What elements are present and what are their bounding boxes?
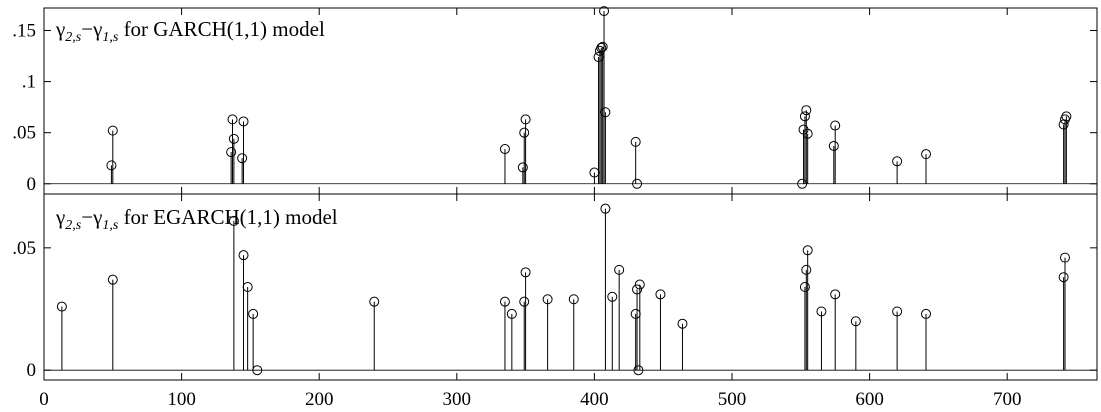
stem-marker	[677, 318, 688, 329]
stem-marker	[499, 144, 510, 155]
stem-marker	[1058, 272, 1069, 283]
y-tick-label: .05	[12, 238, 36, 259]
stem-marker	[816, 306, 827, 317]
stem-marker	[519, 127, 530, 138]
x-tick-label: 0	[39, 389, 49, 410]
stem-marker	[520, 267, 531, 278]
y-tick-label: 0	[27, 174, 37, 195]
stem-marker	[506, 308, 517, 319]
stem-marker	[799, 282, 810, 292]
stem-marker	[519, 296, 530, 307]
x-tick-label: 500	[718, 389, 747, 410]
stem-marker	[106, 160, 117, 171]
y-tick-label: 0	[27, 360, 37, 381]
stem-marker	[517, 162, 528, 173]
x-tick-label: 200	[305, 389, 334, 410]
stem-marker	[599, 6, 610, 17]
stem-marker	[630, 136, 641, 147]
stem-marker	[499, 296, 510, 307]
x-tick-label: 600	[855, 389, 884, 410]
x-tick-label: 300	[443, 389, 472, 410]
garch-panel-title: γ2,s−γ1,s for GARCH(1,1) model	[55, 17, 325, 45]
stem-marker	[655, 289, 666, 300]
x-tick-label: 700	[993, 389, 1022, 410]
stem-marker	[801, 105, 812, 116]
stem-marker	[802, 128, 813, 139]
garch-panel: 0 .05 .1 .15 γ2,s−γ1,s for GARCH(1,1) model	[12, 6, 1097, 195]
stem-marker	[227, 114, 238, 125]
stem-marker	[107, 274, 118, 285]
stem-marker	[228, 133, 239, 144]
stem-marker	[1061, 111, 1072, 122]
stem-marker	[802, 245, 813, 256]
stem-marker	[369, 296, 380, 307]
stem-marker	[252, 365, 263, 376]
stem-marker	[520, 114, 531, 125]
stem-marker	[542, 294, 553, 305]
stem-marker	[226, 147, 237, 158]
stem-marker	[600, 107, 611, 118]
stem-marker	[614, 264, 625, 275]
stem-marker	[921, 308, 932, 319]
stem-marker	[1059, 252, 1070, 263]
y-tick-label: .1	[22, 72, 36, 93]
stem-marker	[238, 250, 249, 261]
egarch-panel-title: γ2,s−γ1,s for EGARCH(1,1) model	[55, 205, 338, 233]
x-tick-label: 100	[167, 389, 196, 410]
stem-marker	[633, 365, 644, 376]
stem-marker	[892, 156, 903, 167]
stem-marker	[607, 291, 618, 302]
stem-marker	[238, 116, 249, 127]
stem-marker	[921, 149, 932, 160]
stem-marker	[596, 42, 607, 53]
y-tick-label: .15	[12, 20, 36, 41]
stem-marker	[56, 301, 67, 312]
stem-marker	[242, 282, 253, 292]
x-tick-label: 400	[580, 389, 609, 410]
stem-marker	[634, 279, 645, 290]
stem-marker	[799, 111, 810, 122]
y-tick-label: .05	[12, 123, 36, 144]
stem-marker	[830, 289, 841, 300]
stem-marker	[801, 264, 812, 275]
stem-marker	[107, 125, 118, 136]
stem-marker	[830, 120, 841, 131]
stem-marker	[248, 308, 259, 319]
stem-marker	[892, 306, 903, 317]
stem-marker	[237, 153, 248, 164]
stem-marker	[850, 316, 861, 327]
stem-marker	[228, 215, 239, 226]
egarch-panel: 0 .05 0 100 200 300 400 500 600 700 γ2,s−γ1,s for…	[12, 194, 1097, 410]
stem-marker	[600, 203, 611, 214]
stem-marker	[828, 140, 839, 151]
stem-marker	[568, 294, 579, 305]
stem-marker	[597, 41, 608, 52]
stem-marker	[632, 284, 643, 295]
stem-marker	[632, 178, 643, 189]
